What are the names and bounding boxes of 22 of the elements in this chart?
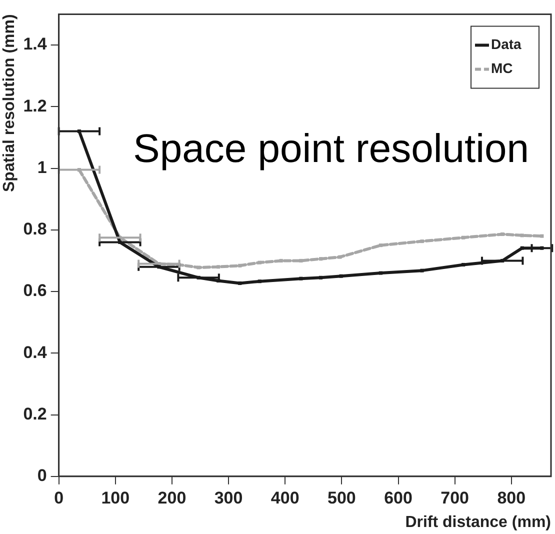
x-tick-label: 800 <box>497 488 526 508</box>
y-tick-label: 0 <box>37 466 47 486</box>
x-tick-label: 700 <box>440 488 470 508</box>
y-tick-label: 1.4 <box>23 34 48 54</box>
legend-label: MC <box>491 60 513 76</box>
y-tick-label: 1 <box>37 158 47 177</box>
annotation: Space point resolution <box>133 127 529 172</box>
y-tick-label: 0.4 <box>23 342 48 362</box>
legend-label: Data <box>491 36 522 52</box>
x-tick-label: 600 <box>384 488 412 508</box>
x-axis-title: Drift distance (mm) <box>405 514 551 531</box>
x-tick-label: 300 <box>214 488 243 508</box>
y-axis-title: Spatial resolution (mm) <box>1 14 18 192</box>
y-tick-label: 1.2 <box>23 96 47 116</box>
x-tick-label: 200 <box>158 488 186 508</box>
y-tick-label: 0.6 <box>23 281 47 300</box>
y-tick-label: 0.8 <box>23 220 47 239</box>
x-tick-label: 100 <box>101 488 130 508</box>
x-tick-label: 0 <box>54 488 64 508</box>
x-tick-label: 500 <box>328 488 356 508</box>
y-tick-label: 0.2 <box>23 404 47 424</box>
x-tick-label: 400 <box>270 488 300 508</box>
